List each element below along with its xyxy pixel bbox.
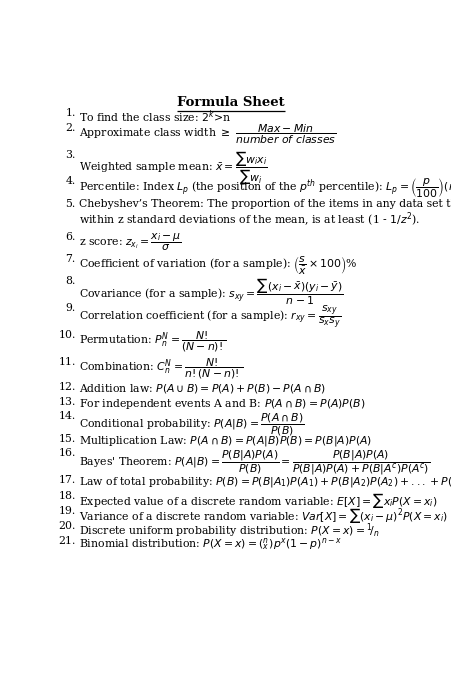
- Text: Approximate class width $\geq$ $\dfrac{\mathit{Max-Min}}{\mathit{number\ of\ cla: Approximate class width $\geq$ $\dfrac{\…: [79, 123, 337, 146]
- Text: 20.: 20.: [58, 521, 76, 531]
- Text: Coefficient of variation (for a sample): $\left(\dfrac{s}{\bar{x}} \times 100\ri: Coefficient of variation (for a sample):…: [79, 254, 358, 276]
- Text: 8.: 8.: [65, 276, 76, 286]
- Text: 13.: 13.: [58, 397, 76, 407]
- Text: Binomial distribution: $P(X = x) = \binom{n}{x} p^x(1-p)^{n-x}$: Binomial distribution: $P(X = x) = \bino…: [79, 536, 342, 552]
- Text: 3.: 3.: [65, 150, 76, 160]
- Text: 6.: 6.: [65, 232, 76, 242]
- Text: 4.: 4.: [65, 176, 76, 186]
- Text: 18.: 18.: [58, 491, 76, 501]
- Text: 21.: 21.: [58, 536, 76, 546]
- Text: Discrete uniform probability distribution: $P(X = x) = {}^1\!/{}_{n}$: Discrete uniform probability distributio…: [79, 521, 380, 540]
- Text: Combination: $C_n^N = \dfrac{N!}{n!(N-n)!}$: Combination: $C_n^N = \dfrac{N!}{n!(N-n)…: [79, 356, 243, 381]
- Text: 5.: 5.: [65, 199, 76, 209]
- Text: Permutation: $P_n^N = \dfrac{N!}{(N-n)!}$: Permutation: $P_n^N = \dfrac{N!}{(N-n)!}…: [79, 330, 227, 354]
- Text: Percentile: Index $L_p$ (the position of the $p^{th}$ percentile): $L_p = \left(: Percentile: Index $L_p$ (the position of…: [79, 176, 451, 200]
- Text: within z standard deviations of the mean, is at least (1 - $1/z^2$).: within z standard deviations of the mean…: [79, 211, 420, 230]
- Text: 17.: 17.: [58, 475, 76, 485]
- Text: Variance of a discrete random variable: $Var[X] = \sum(x_i - \mu)^2 P(X = x_i)$: Variance of a discrete random variable: …: [79, 506, 448, 525]
- Text: 11.: 11.: [58, 356, 76, 367]
- Text: Conditional probability: $P(A|B) = \dfrac{P(A\cap B)}{P(B)}$: Conditional probability: $P(A|B) = \dfra…: [79, 412, 304, 438]
- Text: 12.: 12.: [58, 382, 76, 392]
- Text: To find the class size: $2^k$>n: To find the class size: $2^k$>n: [79, 108, 231, 125]
- Text: 16.: 16.: [58, 449, 76, 458]
- Text: Formula Sheet: Formula Sheet: [177, 96, 285, 109]
- Text: Covariance (for a sample): $s_{xy} = \dfrac{\sum(x_i-\bar{x})(y_i-\bar{y})}{n-1}: Covariance (for a sample): $s_{xy} = \df…: [79, 276, 344, 307]
- Text: 19.: 19.: [58, 506, 76, 516]
- Text: 7.: 7.: [65, 254, 76, 265]
- Text: Correlation coefficient (for a sample): $r_{xy} = \dfrac{s_{xy}}{s_xs_y}$: Correlation coefficient (for a sample): …: [79, 303, 341, 330]
- Text: Expected value of a discrete random variable: $E[X] = \sum x_i P(X = x_i)$: Expected value of a discrete random vari…: [79, 491, 438, 510]
- Text: z score: $z_{x_i} = \dfrac{x_i-\mu}{\sigma}$: z score: $z_{x_i} = \dfrac{x_i-\mu}{\sig…: [79, 232, 182, 253]
- Text: Law of total probability: $P(B)= P(B|A_1)P(A_1)+P(B|A_2)P(A_2) +...+P(B|A_n)P(A_: Law of total probability: $P(B)= P(B|A_1…: [79, 475, 451, 489]
- Text: Bayes' Theorem: $P(A|B) = \dfrac{P(B|A)P(A)}{P(B)} = \dfrac{P(B|A)P(A)}{P(B|A)P(: Bayes' Theorem: $P(A|B) = \dfrac{P(B|A)P…: [79, 449, 430, 477]
- Text: 2.: 2.: [65, 123, 76, 133]
- Text: 14.: 14.: [58, 412, 76, 421]
- Text: 1.: 1.: [65, 108, 76, 118]
- Text: Weighted sample mean: $\bar{x} = \dfrac{\sum w_ix_i}{\sum w_i}$: Weighted sample mean: $\bar{x} = \dfrac{…: [79, 150, 268, 187]
- Text: For independent events A and B: $P(A \cap B) = P(A)P(B)$: For independent events A and B: $P(A \ca…: [79, 397, 366, 411]
- Text: 9.: 9.: [65, 303, 76, 313]
- Text: Multiplication Law: $P(A \cap B) = P(A|B)P(B) = P(B|A)P(A)$: Multiplication Law: $P(A \cap B) = P(A|B…: [79, 433, 372, 447]
- Text: Chebyshev’s Theorem: The proportion of the items in any data set that will be: Chebyshev’s Theorem: The proportion of t…: [79, 199, 451, 209]
- Text: 10.: 10.: [58, 330, 76, 340]
- Text: 15.: 15.: [58, 433, 76, 444]
- Text: Addition law: $P(A \cup B) = P(A) + P(B) - P(A \cap B)$: Addition law: $P(A \cup B) = P(A) + P(B)…: [79, 382, 326, 395]
